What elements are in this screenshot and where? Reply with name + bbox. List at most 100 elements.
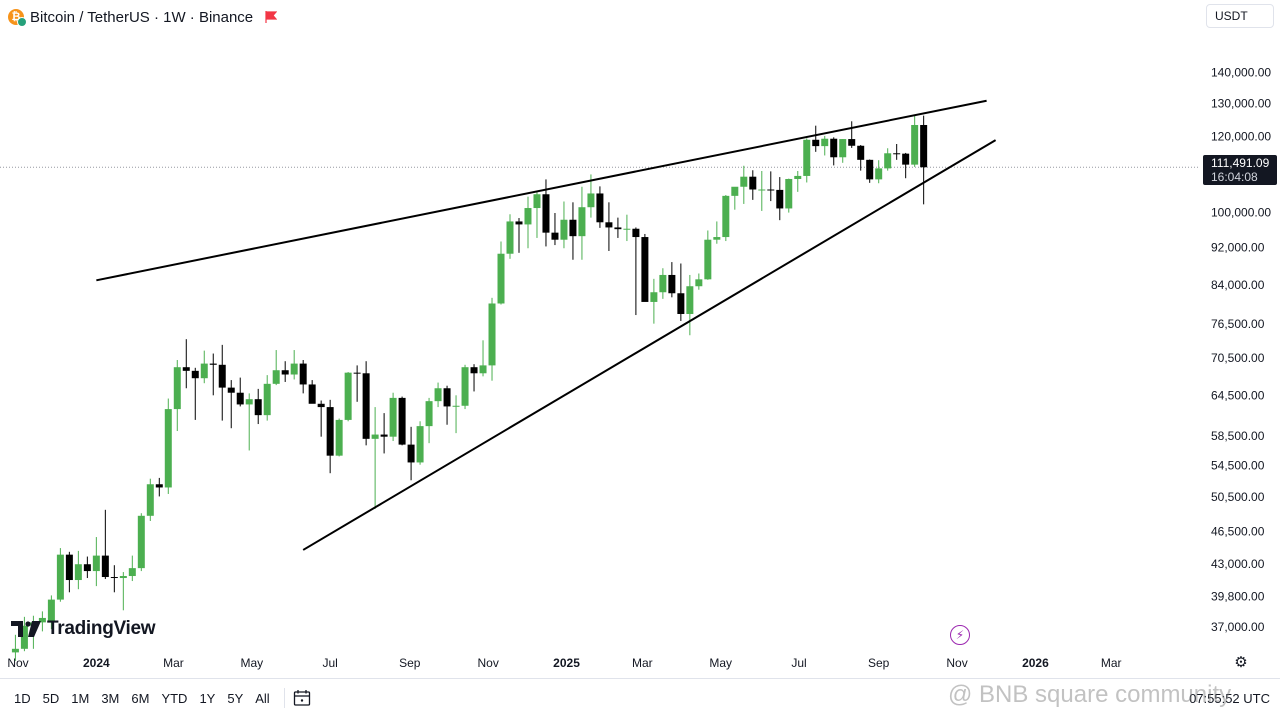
time-tick-label: 2025 <box>553 656 580 670</box>
candle-body <box>641 237 649 302</box>
candle-body <box>308 384 316 404</box>
last-price-badge: 111,491.09 16:04:08 <box>1203 155 1277 185</box>
candle <box>173 360 181 432</box>
candle <box>155 477 163 497</box>
candle <box>632 227 640 316</box>
candle <box>803 138 811 183</box>
candle-body <box>371 434 379 439</box>
range-all-button[interactable]: All <box>255 690 270 706</box>
range-ytd-button[interactable]: YTD <box>161 690 188 706</box>
time-tick-label: Nov <box>946 656 967 670</box>
candlestick-chart[interactable]: 140,000.00 130,000.00 120,000.00 100,000.00… <box>0 0 1280 678</box>
candle <box>20 616 28 652</box>
candle-body <box>623 228 631 230</box>
candle-body <box>560 219 568 240</box>
candle <box>722 195 730 242</box>
candle-body <box>506 221 514 254</box>
candle <box>335 418 343 457</box>
candle-body <box>578 207 586 237</box>
trendline-upper[interactable] <box>96 99 987 282</box>
candle <box>443 385 451 425</box>
candle-body <box>236 392 244 405</box>
candle-body <box>911 124 919 165</box>
candle <box>848 121 856 148</box>
candle-body <box>254 399 262 416</box>
flag-icon[interactable] <box>265 11 278 23</box>
candle <box>470 364 478 392</box>
time-axis[interactable]: Nov 2024 Mar May Jul Sep Nov 2025 Mar May Jul Sep No… <box>7 656 1121 670</box>
candle <box>578 186 586 260</box>
candle <box>677 263 685 321</box>
candle-body <box>443 388 451 407</box>
price-axis[interactable]: 140,000.00 130,000.00 120,000.00 100,000.00… <box>1211 65 1271 633</box>
candle-body <box>479 365 487 374</box>
candle <box>875 160 883 184</box>
currency-button[interactable]: USDT <box>1206 4 1274 28</box>
candle <box>362 361 370 446</box>
candle-body <box>92 555 100 572</box>
candle-body <box>776 189 784 209</box>
candle-body <box>272 370 280 384</box>
range-5y-button[interactable]: 5Y <box>227 690 244 706</box>
candle <box>749 170 757 200</box>
range-1y-button[interactable]: 1Y <box>199 690 216 706</box>
candle <box>83 556 91 579</box>
candle-body <box>146 484 154 516</box>
price-tick-label: 100,000.00 <box>1211 206 1271 220</box>
price-tick-label: 120,000.00 <box>1211 130 1271 144</box>
candle <box>317 400 325 437</box>
last-price-value: 111,491.09 <box>1211 156 1270 170</box>
candle <box>884 148 892 171</box>
time-tick-label: May <box>709 656 732 670</box>
candle-body <box>893 153 901 155</box>
candle-body <box>749 176 757 190</box>
candle <box>515 218 523 253</box>
candle <box>56 548 64 602</box>
symbol-header[interactable]: ₿ Bitcoin / TetherUS · 1W · Binance <box>8 6 278 28</box>
candle <box>623 214 631 242</box>
candle <box>110 565 118 593</box>
candle-body <box>767 189 775 191</box>
bottom-toolbar: 1D 5D 1M 3M 6M YTD 1Y 5Y All 07:55:52 UT… <box>0 678 1280 717</box>
range-1m-button[interactable]: 1M <box>71 690 90 706</box>
symbol-title[interactable]: Bitcoin / TetherUS · 1W · Binance <box>30 8 254 26</box>
candle <box>308 380 316 404</box>
trendline-lower[interactable] <box>302 139 997 551</box>
candle <box>920 115 928 205</box>
price-tick-label: 54,500.00 <box>1211 458 1265 472</box>
time-tick-label: 2024 <box>83 656 110 670</box>
time-tick-label: Sep <box>868 656 890 670</box>
candle-body <box>47 599 55 622</box>
candle <box>182 339 190 389</box>
candle <box>713 221 721 244</box>
candle-body <box>164 409 172 488</box>
candle-body <box>200 363 208 379</box>
candle <box>74 550 82 590</box>
candle-body <box>551 232 559 240</box>
candle <box>551 213 559 246</box>
candle <box>344 372 352 422</box>
lightning-icon[interactable]: ⚡ <box>950 625 970 645</box>
candle <box>263 375 271 421</box>
settings-gear-icon[interactable]: ⚙ <box>1234 654 1248 671</box>
range-5d-button[interactable]: 5D <box>42 690 60 706</box>
range-1d-button[interactable]: 1D <box>14 690 31 706</box>
candle-body <box>398 397 406 445</box>
range-6m-button[interactable]: 6M <box>131 690 150 706</box>
price-tick-label: 76,500.00 <box>1211 317 1265 331</box>
utc-clock[interactable]: 07:55:52 UTC <box>1189 690 1270 706</box>
candle <box>524 196 532 249</box>
candle-body <box>857 145 865 160</box>
tradingview-logo[interactable]: TradingView <box>11 618 156 640</box>
candle-body <box>497 253 505 304</box>
candle-body <box>326 407 334 456</box>
price-tick-label: 37,000.00 <box>1211 620 1265 634</box>
candle-body <box>740 176 748 187</box>
candle <box>236 377 244 407</box>
candle <box>11 634 19 661</box>
calendar-icon[interactable] <box>293 689 311 707</box>
candle <box>299 360 307 394</box>
candle-body <box>875 168 883 180</box>
range-3m-button[interactable]: 3M <box>101 690 120 706</box>
candle-body <box>452 405 460 407</box>
